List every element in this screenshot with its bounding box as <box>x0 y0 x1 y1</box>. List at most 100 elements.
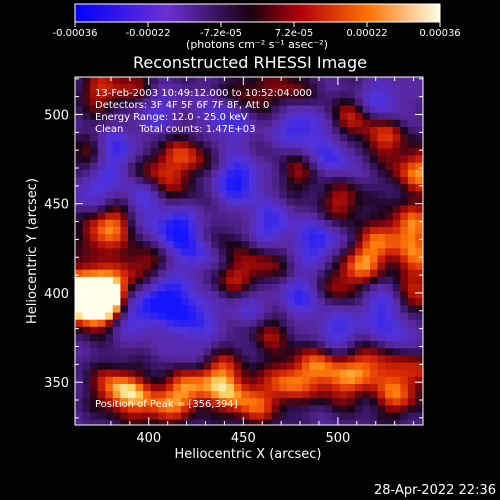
heatmap-cell <box>324 362 333 371</box>
heatmap-cell <box>158 77 167 85</box>
heatmap-cell <box>143 162 152 171</box>
heatmap-cell <box>75 134 84 142</box>
heatmap-cell <box>82 291 91 299</box>
heatmap-cell <box>407 376 417 385</box>
heatmap-cell <box>188 384 197 392</box>
heatmap-cell <box>180 141 190 149</box>
heatmap-cell <box>431 113 439 121</box>
heatmap-cell <box>347 384 356 392</box>
heatmap-cell <box>294 419 303 425</box>
heatmap-cell <box>354 169 364 178</box>
heatmap-cell <box>249 191 258 199</box>
heatmap-cell <box>165 405 174 414</box>
heatmap-cell <box>377 262 386 271</box>
heatmap-cell <box>271 212 280 221</box>
heatmap-cell <box>377 162 386 171</box>
heatmap-cell <box>279 276 288 285</box>
heatmap-cell <box>188 169 197 178</box>
heatmap-cell <box>158 198 167 207</box>
colorbar-tick-label: 0.00022 <box>346 28 387 39</box>
heatmap-cell <box>362 412 371 421</box>
heatmap-cell <box>120 419 129 425</box>
heatmap-cell <box>400 98 409 107</box>
heatmap-cell <box>294 291 303 299</box>
heatmap-cell <box>385 391 394 399</box>
heatmap-cell <box>128 184 137 192</box>
heatmap-cell <box>82 276 91 285</box>
heatmap-cell <box>354 298 364 306</box>
heatmap-cell <box>82 212 91 221</box>
heatmap-cell <box>286 376 295 385</box>
heatmap-cell <box>407 212 417 221</box>
heatmap-cell <box>400 305 409 314</box>
heatmap-cell <box>143 98 152 107</box>
heatmap-cell <box>370 355 379 364</box>
heatmap-cell <box>180 219 190 228</box>
heatmap-cell <box>196 298 205 306</box>
heatmap-cell <box>256 376 265 385</box>
heatmap-cell <box>362 127 371 135</box>
heatmap-cell <box>332 127 341 135</box>
heatmap-cell <box>264 412 273 421</box>
heatmap-cell <box>196 234 205 242</box>
heatmap-cell <box>75 284 84 292</box>
heatmap-cell <box>128 176 137 185</box>
heatmap-cell <box>90 191 99 199</box>
heatmap-cell <box>241 162 250 171</box>
heatmap-cell <box>97 276 106 285</box>
heatmap-cell <box>211 427 219 435</box>
colorbar-tick-label: 0.00036 <box>419 28 460 39</box>
heatmap-cell <box>347 412 356 421</box>
heatmap-cell <box>120 212 129 221</box>
heatmap-cell <box>324 255 333 264</box>
heatmap-cell <box>324 205 333 214</box>
heatmap-cell <box>180 284 190 292</box>
heatmap-cell <box>128 212 137 221</box>
heatmap-cell <box>82 198 91 207</box>
heatmap-cell <box>249 162 258 171</box>
heatmap-cell <box>249 155 258 164</box>
heatmap-cell <box>97 369 106 378</box>
heatmap-cell <box>400 234 409 242</box>
heatmap-cell <box>165 112 174 121</box>
heatmap-cell <box>271 369 280 378</box>
heatmap-cell <box>135 234 144 242</box>
x-axis-label: Heliocentric X (arcsec) <box>175 447 322 462</box>
heatmap-cell <box>407 234 417 242</box>
heatmap-cell <box>294 312 303 321</box>
heatmap-cell <box>279 298 288 306</box>
heatmap-cell <box>400 219 409 228</box>
x-tick-label: 450 <box>231 431 256 446</box>
heatmap-cell <box>135 334 144 342</box>
heatmap-cell <box>392 405 401 414</box>
heatmap-cell <box>377 119 386 128</box>
heatmap-cell <box>218 255 227 264</box>
heatmap-cell <box>188 141 197 149</box>
heatmap-cell <box>400 427 408 435</box>
heatmap-cell <box>150 405 159 414</box>
heatmap-cell <box>150 184 159 192</box>
heatmap-cell <box>120 169 129 178</box>
heatmap-cell <box>286 241 295 249</box>
heatmap-cell <box>218 348 227 356</box>
heatmap-cell <box>83 427 91 435</box>
heatmap-cell <box>128 276 137 285</box>
heatmap-cell <box>249 398 258 406</box>
heatmap-cell <box>392 326 401 335</box>
heatmap-cell <box>226 105 235 114</box>
heatmap-cell <box>385 419 394 425</box>
heatmap-cell <box>120 398 129 406</box>
heatmap-cell <box>158 169 167 178</box>
heatmap-cell <box>211 334 220 342</box>
heatmap-cell <box>249 176 258 185</box>
heatmap-cell <box>90 384 99 392</box>
heatmap-cell <box>128 376 137 385</box>
heatmap-cell <box>249 348 258 356</box>
heatmap-cell <box>347 241 356 249</box>
heatmap-cell <box>400 241 409 249</box>
heatmap-cell <box>143 341 152 349</box>
heatmap-cell <box>264 205 273 214</box>
heatmap-cell <box>143 141 152 149</box>
heatmap-cell <box>279 398 288 406</box>
heatmap-cell <box>271 241 280 249</box>
